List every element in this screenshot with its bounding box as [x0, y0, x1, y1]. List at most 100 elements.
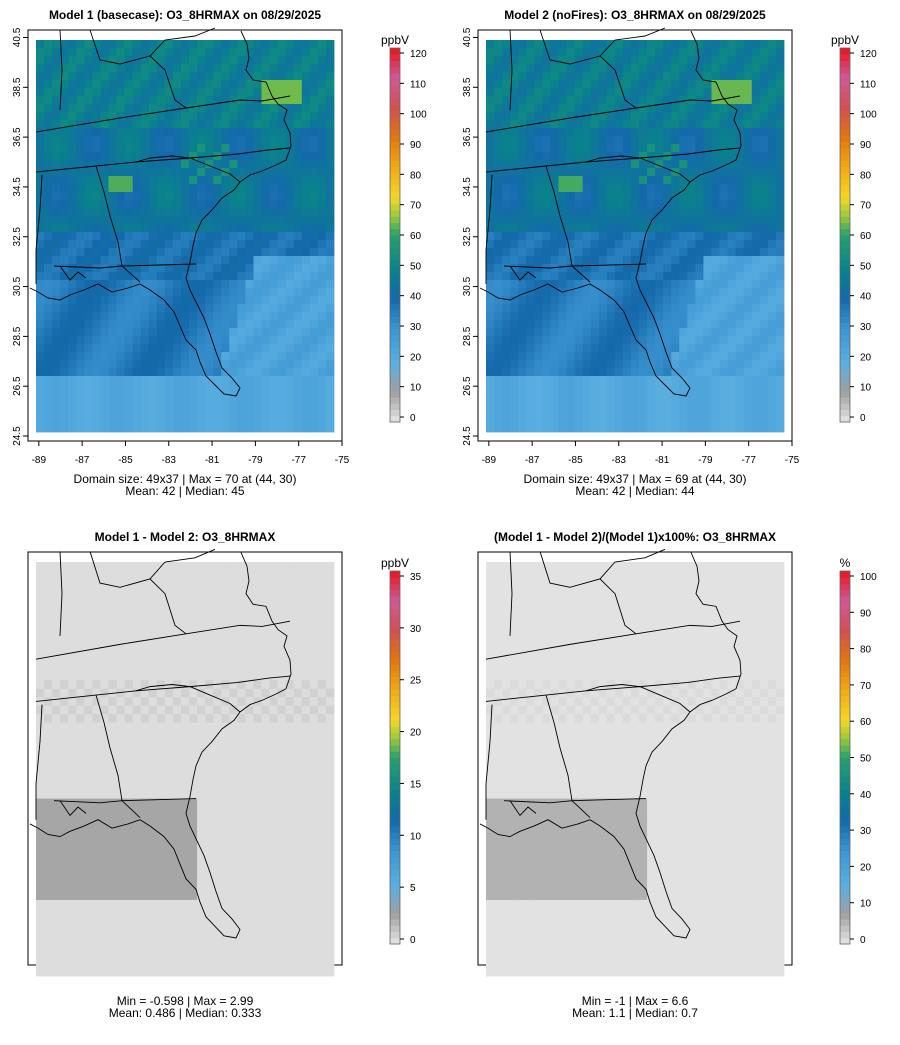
heatmap-cell	[68, 638, 77, 647]
heatmap-cell	[582, 408, 592, 417]
heatmap-cell	[711, 280, 720, 289]
heatmap-cell	[92, 88, 101, 97]
heatmap-cell	[44, 376, 53, 385]
heatmap-cell	[76, 232, 85, 241]
heatmap-cell	[261, 400, 270, 409]
heatmap-cell	[767, 320, 777, 329]
heatmap-cell	[285, 216, 295, 225]
heatmap-cell	[590, 208, 600, 217]
heatmap-cell	[679, 208, 688, 217]
heatmap-cell	[558, 296, 567, 305]
heatmap-cell	[550, 312, 559, 321]
heatmap-cell	[325, 160, 335, 169]
heatmap-cell	[606, 88, 616, 97]
heatmap-cell	[574, 200, 584, 209]
heatmap-cell	[68, 663, 77, 673]
heatmap-cell	[325, 360, 335, 369]
heatmap-cell	[100, 705, 109, 715]
heatmap-cell	[285, 96, 295, 105]
heatmap-cell	[309, 48, 319, 57]
heatmap-cell	[269, 48, 279, 57]
heatmap-cell	[510, 240, 519, 249]
heatmap-cell	[132, 288, 142, 297]
heatmap-cell	[180, 604, 190, 614]
heatmap-cell	[751, 376, 761, 385]
heatmap-cell	[197, 152, 206, 161]
heatmap-cell	[663, 184, 672, 193]
heatmap-cell	[309, 40, 319, 49]
heatmap-cell	[197, 570, 206, 580]
heatmap-cell	[526, 344, 535, 353]
heatmap-cell	[582, 304, 592, 313]
heatmap-cell	[630, 352, 640, 361]
heatmap-cell	[140, 595, 150, 605]
heatmap-cell	[148, 621, 158, 630]
heatmap-cell	[622, 176, 632, 185]
heatmap-cell	[751, 264, 761, 273]
heatmap-cell	[197, 578, 206, 588]
heatmap-cell	[301, 304, 311, 313]
heatmap-cell	[558, 80, 567, 89]
heatmap-cell	[213, 400, 222, 409]
heatmap-cell	[325, 144, 335, 153]
heatmap-cell	[60, 376, 69, 385]
heatmap-cell	[277, 671, 287, 681]
heatmap-cell	[237, 587, 246, 597]
heatmap-cell	[719, 168, 729, 177]
heatmap-cell	[68, 722, 77, 732]
heatmap-cell	[245, 646, 254, 656]
heatmap-cell	[759, 368, 769, 377]
heatmap-cell	[719, 88, 729, 97]
heatmap-cell	[221, 663, 230, 673]
heatmap-cell	[687, 280, 696, 289]
heatmap-cell	[655, 368, 664, 377]
heatmap-cell	[76, 152, 85, 161]
heatmap-cell	[494, 280, 503, 289]
heatmap-cell	[108, 128, 117, 137]
heatmap-cell	[92, 328, 101, 337]
heatmap-cell	[325, 612, 335, 622]
heatmap-cell	[526, 296, 535, 305]
heatmap-cell	[767, 376, 777, 385]
state-boundary	[95, 165, 197, 267]
heatmap-cell	[317, 730, 327, 740]
heatmap-cell	[84, 96, 93, 105]
heatmap-cell	[52, 56, 61, 65]
heatmap-cell	[293, 288, 303, 297]
heatmap-cell	[727, 352, 737, 361]
heatmap-cell	[189, 747, 198, 757]
heatmap-cell	[221, 272, 230, 281]
heatmap-cell	[647, 96, 656, 105]
heatmap-cell	[550, 168, 559, 177]
heatmap-cell	[269, 288, 279, 297]
heatmap-cell	[124, 128, 134, 137]
heatmap-cell	[639, 200, 648, 209]
heatmap-cell	[269, 248, 279, 257]
heatmap-cell	[317, 654, 327, 664]
heatmap-cell	[116, 781, 125, 791]
heatmap-cell	[84, 256, 93, 265]
heatmap-cell	[711, 224, 720, 233]
heatmap-cell	[285, 64, 295, 73]
heatmap-cell	[52, 216, 61, 225]
heatmap-cell	[116, 352, 125, 361]
heatmap-cell	[132, 320, 142, 329]
heatmap-cell	[132, 756, 142, 766]
y-tick-label: 28.5	[462, 326, 473, 346]
heatmap-cell	[108, 416, 117, 425]
heatmap-cell	[293, 368, 303, 377]
heatmap-cell	[245, 72, 254, 81]
heatmap-cell	[711, 128, 720, 137]
heatmap-cell	[301, 612, 311, 622]
heatmap-cell	[92, 312, 101, 321]
heatmap-cell	[590, 112, 600, 121]
heatmap-cell	[277, 587, 287, 597]
heatmap-cell	[68, 304, 77, 313]
heatmap-cell	[100, 368, 109, 377]
heatmap-cell	[68, 248, 77, 257]
heatmap-cell	[116, 304, 125, 313]
heatmap-cell	[582, 152, 592, 161]
heatmap-cell	[36, 416, 45, 425]
heatmap-cell	[317, 595, 327, 605]
heatmap-cell	[140, 352, 150, 361]
